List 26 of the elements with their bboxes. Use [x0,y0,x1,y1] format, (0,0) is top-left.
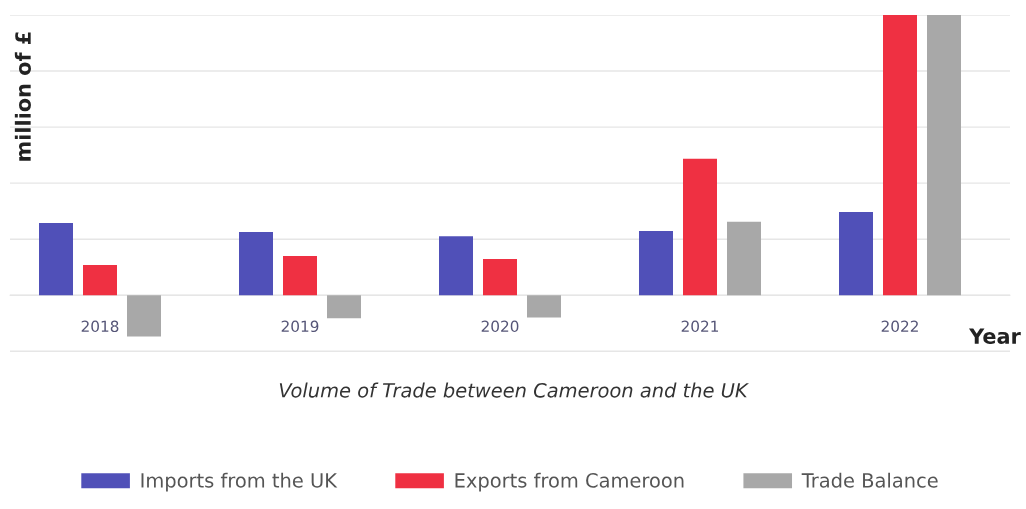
bar [83,264,117,296]
bar [527,295,561,318]
bar [39,222,73,296]
bar [927,15,961,296]
legend-label: Trade Balance [801,472,938,488]
bar [839,212,873,296]
bar [283,256,317,296]
bar [239,231,273,296]
bar [639,231,673,296]
x-axis-title: Year [968,328,1021,344]
text: Volume of Trade between Cameroon and the UK [279,382,749,398]
bar [439,236,473,296]
bar [727,221,761,296]
bar [883,15,917,296]
bar [327,295,361,319]
x-tick-label: 2019 [281,320,319,333]
legend-label: Exports from Cameroon [455,472,684,492]
bar [683,158,717,296]
y-axis-title: million of £ [14,32,31,161]
bar [127,295,161,337]
bar [483,259,517,296]
x-tick-label: 2021 [681,320,719,333]
x-tick-label: 2022 [881,320,918,333]
x-tick-label: 2018 [81,320,119,333]
legend-label: Imports from the UK [141,472,338,492]
x-tick-label: 2020 [481,320,519,333]
